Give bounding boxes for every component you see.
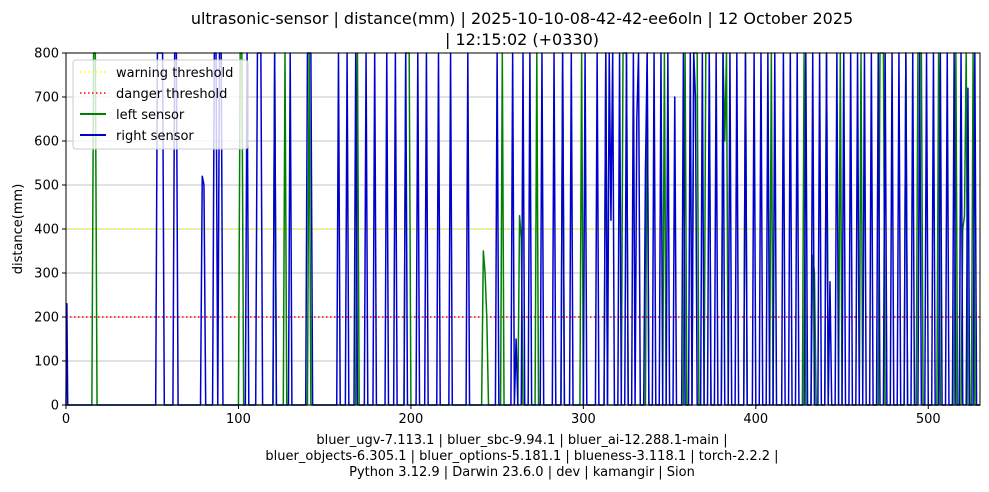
y-tick-label-400: 400 (34, 223, 59, 238)
legend: warning threshold danger threshold left … (72, 59, 249, 150)
y-tick-label-500: 500 (34, 179, 59, 194)
x-axis-label-line1: bluer_ugv-7.113.1 | bluer_sbc-9.94.1 | b… (316, 433, 727, 448)
chart-title-line1: ultrasonic-sensor | distance(mm) | 2025-… (191, 9, 853, 28)
x-tick-label-300: 300 (571, 412, 596, 427)
x-tick-label-100: 100 (226, 412, 251, 427)
legend-label-danger: danger threshold (116, 87, 227, 102)
y-axis-label: distance(mm) (11, 184, 26, 275)
legend-box (72, 59, 249, 150)
y-tick-label-800: 800 (34, 47, 59, 62)
y-tick-label-600: 600 (34, 135, 59, 150)
x-axis: 0 100 200 300 400 500 (62, 405, 941, 427)
x-tick-label-400: 400 (743, 412, 768, 427)
x-tick-label-0: 0 (62, 412, 70, 427)
x-tick-label-200: 200 (398, 412, 423, 427)
x-tick-label-500: 500 (916, 412, 941, 427)
y-tick-label-700: 700 (34, 91, 59, 106)
legend-label-left-sensor: left sensor (116, 108, 185, 123)
y-tick-label-100: 100 (34, 355, 59, 370)
x-axis-label-line2: bluer_objects-6.305.1 | bluer_options-5.… (265, 449, 778, 464)
legend-label-right-sensor: right sensor (116, 129, 194, 144)
x-axis-label-line3: Python 3.12.9 | Darwin 23.6.0 | dev | ka… (349, 465, 695, 480)
chart-title-line2: | 12:15:02 (+0330) (445, 30, 599, 49)
y-tick-label-0: 0 (51, 399, 59, 414)
legend-label-warning: warning threshold (116, 66, 233, 81)
y-axis: 0 100 200 300 400 500 600 700 800 (34, 47, 66, 414)
y-tick-label-200: 200 (34, 311, 59, 326)
y-tick-label-300: 300 (34, 267, 59, 282)
